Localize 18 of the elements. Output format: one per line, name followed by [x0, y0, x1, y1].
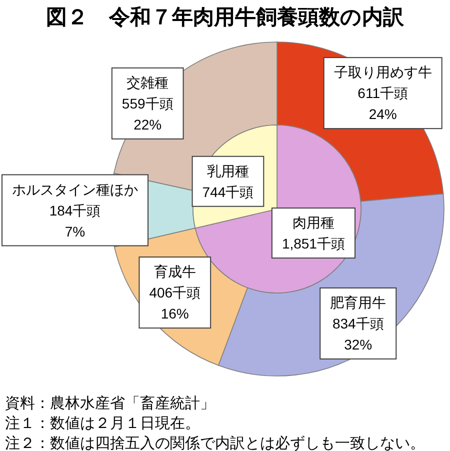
text: 注１：数値は２月１日現在。 [5, 415, 200, 432]
data-label: 1,851千頭 [282, 236, 345, 252]
data-label: 406千頭 16% [149, 284, 201, 322]
data-label: 611千頭 24% [358, 85, 408, 122]
text: 注２：数値は四捨五入の関係で内訳とは必ずしも一致しない。 [5, 435, 425, 451]
slice-label: 肥育用牛 [330, 294, 386, 310]
data-label: 184千頭 7% [49, 202, 101, 240]
slice-label: 肉用種 [292, 214, 334, 231]
data-label: 559千頭 22% [122, 95, 174, 132]
data-label: 744千頭 [202, 184, 254, 200]
slice-label: 乳用種 [206, 162, 249, 179]
slice-label: 子取り用めす牛 [334, 64, 432, 80]
slice-label: 交雑種 [126, 74, 169, 90]
text: 資料：農林水産省「畜産統計」 [5, 395, 215, 412]
slice-label: 育成牛 [154, 264, 196, 280]
slice-label: ホルスタイン種ほか [12, 181, 138, 198]
chart-title: 図２ 令和７年肉用牛飼養頭数の内訳 [46, 5, 405, 29]
data-label: 834千頭 32% [332, 315, 384, 352]
